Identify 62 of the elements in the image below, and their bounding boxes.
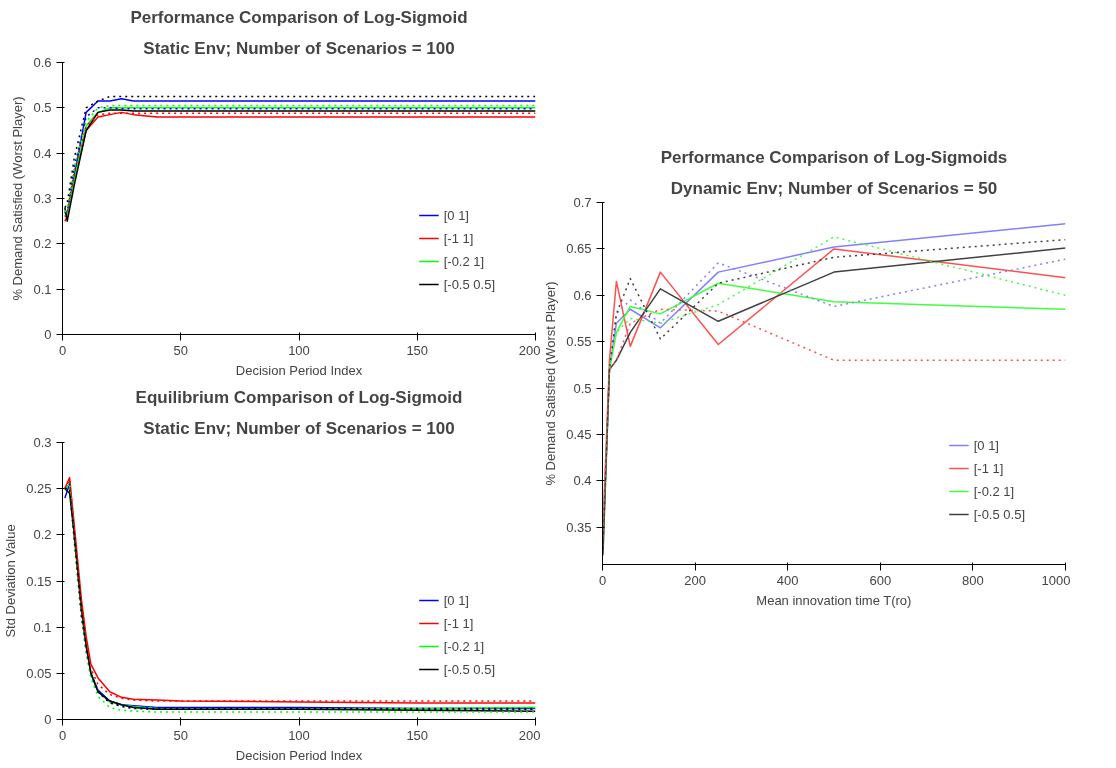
y-tick-label: 0.6 xyxy=(573,287,592,303)
x-tick-label: 200 xyxy=(518,342,541,358)
x-tick-label: 150 xyxy=(406,727,429,743)
x-tick-label: 50 xyxy=(173,342,188,358)
legend-label: [0 1] xyxy=(973,437,999,453)
legend-label: [-1 1] xyxy=(973,460,1004,476)
y-tick-label: 0.45 xyxy=(566,427,592,443)
x-axis-title: Decision Period Index xyxy=(235,747,363,763)
y-axis-title: % Demand Satisfied (Worst Player) xyxy=(10,96,26,301)
x-tick-label: 200 xyxy=(684,572,706,588)
legend-label: [-0.5 0.5] xyxy=(443,276,495,292)
y-axis-title: % Demand Satisfied (Worst Player) xyxy=(543,281,559,486)
y-tick-label: 0 xyxy=(44,327,52,342)
x-tick-label: 150 xyxy=(406,342,429,358)
x-tick-label: 100 xyxy=(288,727,310,743)
legend-label: [0 1] xyxy=(443,207,469,223)
y-tick-label: 0.35 xyxy=(566,519,592,535)
chart-subtitle: Static Env; Number of Scenarios = 100 xyxy=(143,38,455,58)
x-tick-label: 100 xyxy=(288,342,310,358)
y-tick-label: 0.2 xyxy=(33,236,52,252)
x-tick-label: 0 xyxy=(598,572,607,588)
legend-label: [0 1] xyxy=(443,592,469,608)
y-tick-label: 0.05 xyxy=(26,665,52,681)
legend-label: [-0.5 0.5] xyxy=(973,506,1025,522)
y-tick-label: 0.15 xyxy=(26,573,52,589)
legend-label: [-0.2 1] xyxy=(443,638,485,654)
legend-label: [-0.5 0.5] xyxy=(443,661,495,677)
y-tick-label: 0.5 xyxy=(573,380,592,396)
y-tick-label: 0.4 xyxy=(573,473,592,489)
x-axis-title: Mean innovation time T(ro) xyxy=(756,592,912,608)
y-tick-label: 0.1 xyxy=(33,281,52,297)
x-tick-label: 600 xyxy=(869,572,892,588)
y-tick-label: 0 xyxy=(44,712,52,727)
chart-subtitle: Static Env; Number of Scenarios = 100 xyxy=(143,418,455,438)
chart-title: Equilibrium Comparison of Log-Sigmoid xyxy=(135,387,463,407)
legend-label: [-0.2 1] xyxy=(443,253,485,269)
x-tick-label: 800 xyxy=(962,572,984,588)
y-tick-label: 0.6 xyxy=(33,55,52,70)
x-tick-label: 0 xyxy=(58,727,67,743)
y-tick-label: 0.5 xyxy=(33,100,52,116)
x-tick-label: 200 xyxy=(518,727,541,743)
y-axis-title: Std Deviation Value xyxy=(3,524,19,638)
x-tick-label: 1000 xyxy=(1041,572,1071,588)
legend-label: [-1 1] xyxy=(443,615,474,631)
y-tick-label: 0.7 xyxy=(573,195,592,210)
y-tick-label: 0.55 xyxy=(566,334,592,350)
chart-subtitle: Dynamic Env; Number of Scenarios = 50 xyxy=(670,178,998,198)
y-tick-label: 0.1 xyxy=(33,619,52,635)
y-tick-label: 0.2 xyxy=(33,527,52,543)
x-tick-label: 50 xyxy=(173,727,188,743)
y-tick-label: 0.25 xyxy=(26,481,52,497)
y-tick-label: 0.3 xyxy=(33,435,52,450)
y-tick-label: 0.3 xyxy=(33,191,52,206)
x-axis-title: Decision Period Index xyxy=(235,362,363,378)
legend-label: [-1 1] xyxy=(443,230,474,246)
y-tick-label: 0.4 xyxy=(33,145,52,161)
chart-title: Performance Comparison of Log-Sigmoids xyxy=(660,147,1008,167)
chart-title: Performance Comparison of Log-Sigmoid xyxy=(130,7,468,27)
x-tick-label: 400 xyxy=(776,572,799,588)
x-tick-label: 0 xyxy=(58,342,67,358)
y-tick-label: 0.65 xyxy=(566,241,592,257)
legend-label: [-0.2 1] xyxy=(973,483,1015,499)
